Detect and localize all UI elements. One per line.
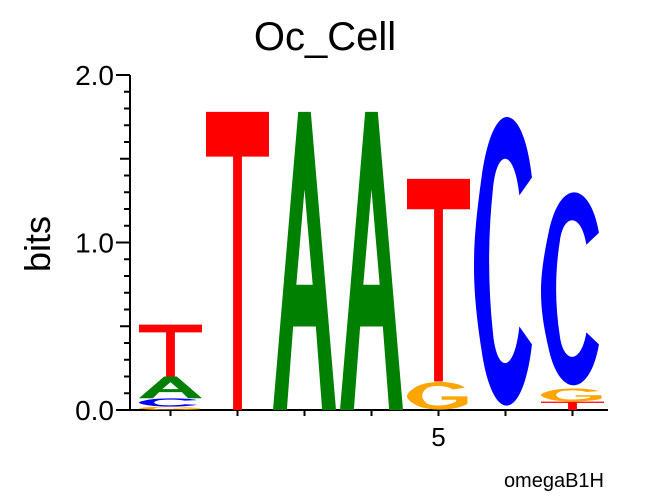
letter-a-pos-4 xyxy=(340,111,403,410)
letter-g-pos-1 xyxy=(139,406,200,410)
x-axis: 5 xyxy=(130,409,608,452)
letter-t-pos-5 xyxy=(407,178,470,382)
letter-c-pos-7 xyxy=(541,192,599,386)
y-tick-label: 0.0 xyxy=(75,395,114,426)
x-tick-label: 5 xyxy=(431,422,445,452)
letter-g-pos-5 xyxy=(407,382,468,410)
y-tick-label: 2.0 xyxy=(75,60,114,91)
letter-g-pos-7 xyxy=(541,388,602,402)
letter-stacks xyxy=(139,111,604,410)
letter-c-pos-6 xyxy=(474,117,532,406)
letter-c-pos-1 xyxy=(139,398,197,407)
y-axis: 0.0 1.0 2.0 xyxy=(75,60,131,426)
chart-title: Oc_Cell xyxy=(254,15,396,59)
y-tick-label: 1.0 xyxy=(75,228,114,259)
footer-label: omegaB1H xyxy=(504,470,604,492)
letter-t-pos-7 xyxy=(541,401,604,410)
letter-t-pos-2 xyxy=(206,111,269,410)
letter-a-pos-3 xyxy=(273,111,336,410)
y-axis-label: bits xyxy=(17,216,58,272)
letter-t-pos-1 xyxy=(139,324,202,377)
letter-a-pos-1 xyxy=(139,376,202,399)
